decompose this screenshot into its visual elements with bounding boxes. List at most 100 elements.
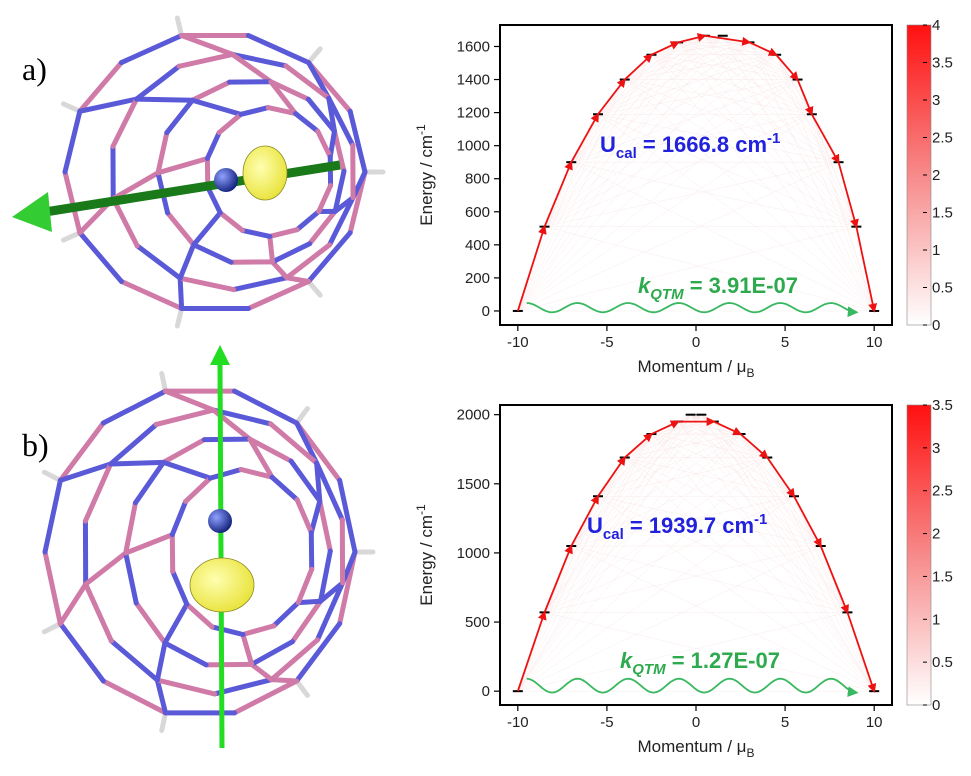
chart-a-y-axis-title: Energy / cm-1	[414, 124, 436, 226]
ring-bond	[252, 642, 293, 665]
cross-bond	[192, 100, 241, 114]
ring-bond	[219, 114, 241, 132]
x-tick-label: -10	[507, 334, 529, 351]
ring-bond	[135, 462, 163, 502]
ring-bond	[45, 480, 60, 552]
y-tick-label: 400	[465, 237, 490, 254]
colorbar-tick-label: 0	[932, 317, 940, 334]
ring-bond	[103, 391, 165, 423]
ring-bond	[318, 131, 330, 157]
hydrogen-stub	[44, 624, 60, 632]
ring-bond	[212, 627, 243, 635]
colorbar-tick-label: 1	[932, 242, 940, 259]
x-tick-label: 5	[781, 334, 789, 351]
cross-bond	[180, 278, 182, 308]
cross-bond	[158, 158, 207, 172]
molecule-b-illustration	[44, 345, 373, 748]
ring-bond	[194, 245, 231, 263]
ring-bond	[296, 114, 318, 132]
ring-bond	[234, 278, 287, 290]
colorbar-tick-label: 1.5	[932, 205, 953, 222]
hydrogen-stub	[162, 374, 166, 392]
ring-bond	[136, 66, 179, 99]
ring-bond	[242, 230, 269, 236]
metal-atom-b	[208, 509, 232, 533]
colorbar-tick-label: 3.5	[932, 397, 953, 414]
hydrogen-stub	[309, 49, 321, 63]
ring-bond	[192, 82, 229, 100]
hydrogen-stub	[297, 681, 308, 695]
ring-bond	[86, 584, 112, 641]
chart-b-y-axis-title: Energy / cm-1	[414, 504, 436, 606]
molecule-a-illustration	[12, 18, 383, 326]
chart-b-x-axis-title: Momentum / μB	[637, 737, 754, 760]
hydrogen-stub	[63, 233, 79, 240]
cross-bond	[111, 462, 164, 464]
ring-bond	[270, 230, 297, 237]
ring-bond	[179, 54, 232, 66]
hydrogen-stub	[177, 308, 181, 325]
ring-bond	[241, 108, 268, 115]
hydrogen-stub	[63, 104, 79, 111]
colorbar-tick-label: 4	[932, 17, 940, 34]
hydrogen-stub	[162, 713, 166, 731]
chart-a-x-axis-title: Momentum / μB	[637, 357, 754, 380]
colorbar-tick-label: 2.5	[932, 130, 953, 147]
cross-bond	[136, 99, 192, 100]
ring-bond	[298, 569, 311, 602]
colorbar-tick-label: 3.5	[932, 55, 953, 72]
y-tick-label: 2000	[457, 407, 490, 424]
ring-bond	[113, 99, 137, 146]
y-tick-label: 0	[482, 303, 490, 320]
cross-bond	[86, 553, 126, 584]
ring-bond	[220, 213, 242, 231]
x-tick-label: 10	[866, 334, 883, 351]
x-tick-label: -5	[600, 714, 613, 731]
x-tick-label: -10	[507, 714, 529, 731]
ring-bond	[272, 244, 309, 262]
ring-bond	[60, 624, 103, 681]
ring-bond	[297, 500, 311, 533]
cross-bond	[272, 262, 286, 278]
ring-bond	[272, 477, 297, 500]
ring-bond	[210, 470, 241, 479]
ring-bond	[113, 199, 137, 246]
cross-bond	[298, 601, 320, 602]
ring-bond	[165, 643, 206, 665]
ring-bond	[45, 552, 60, 624]
hydrogen-stub	[177, 18, 181, 35]
x-tick-label: 5	[781, 714, 789, 731]
ring-bond	[158, 133, 167, 173]
cross-bond	[164, 462, 211, 478]
colorbar-tick-label: 2.5	[932, 483, 953, 500]
spin-axis-b	[220, 365, 222, 748]
ring-bond	[126, 503, 136, 553]
ring-bond	[164, 440, 205, 463]
y-tick-label: 1200	[457, 105, 490, 122]
metal-atom-a	[214, 168, 238, 192]
cross-bond	[166, 391, 214, 410]
ring-bond	[136, 603, 165, 643]
spin-density-b	[190, 558, 254, 612]
ring-bond	[297, 211, 319, 229]
hydrogen-stub	[309, 281, 321, 295]
hydrogen-stub	[44, 472, 60, 480]
cross-bond	[126, 535, 173, 553]
y-tick-label: 600	[465, 204, 490, 221]
x-tick-label: 0	[692, 334, 700, 351]
colorbar-tick-label: 3	[932, 92, 940, 109]
colorbar-tick-label: 0	[932, 697, 940, 714]
ring-bond	[121, 36, 181, 63]
x-tick-label: 0	[692, 714, 700, 731]
cross-bond	[194, 213, 221, 245]
y-tick-label: 800	[465, 171, 490, 188]
y-tick-label: 500	[465, 614, 490, 631]
ring-bond	[65, 111, 80, 172]
panel-label-b: b)	[22, 427, 49, 463]
ring-bond	[243, 626, 274, 635]
y-tick-label: 1400	[457, 72, 490, 89]
